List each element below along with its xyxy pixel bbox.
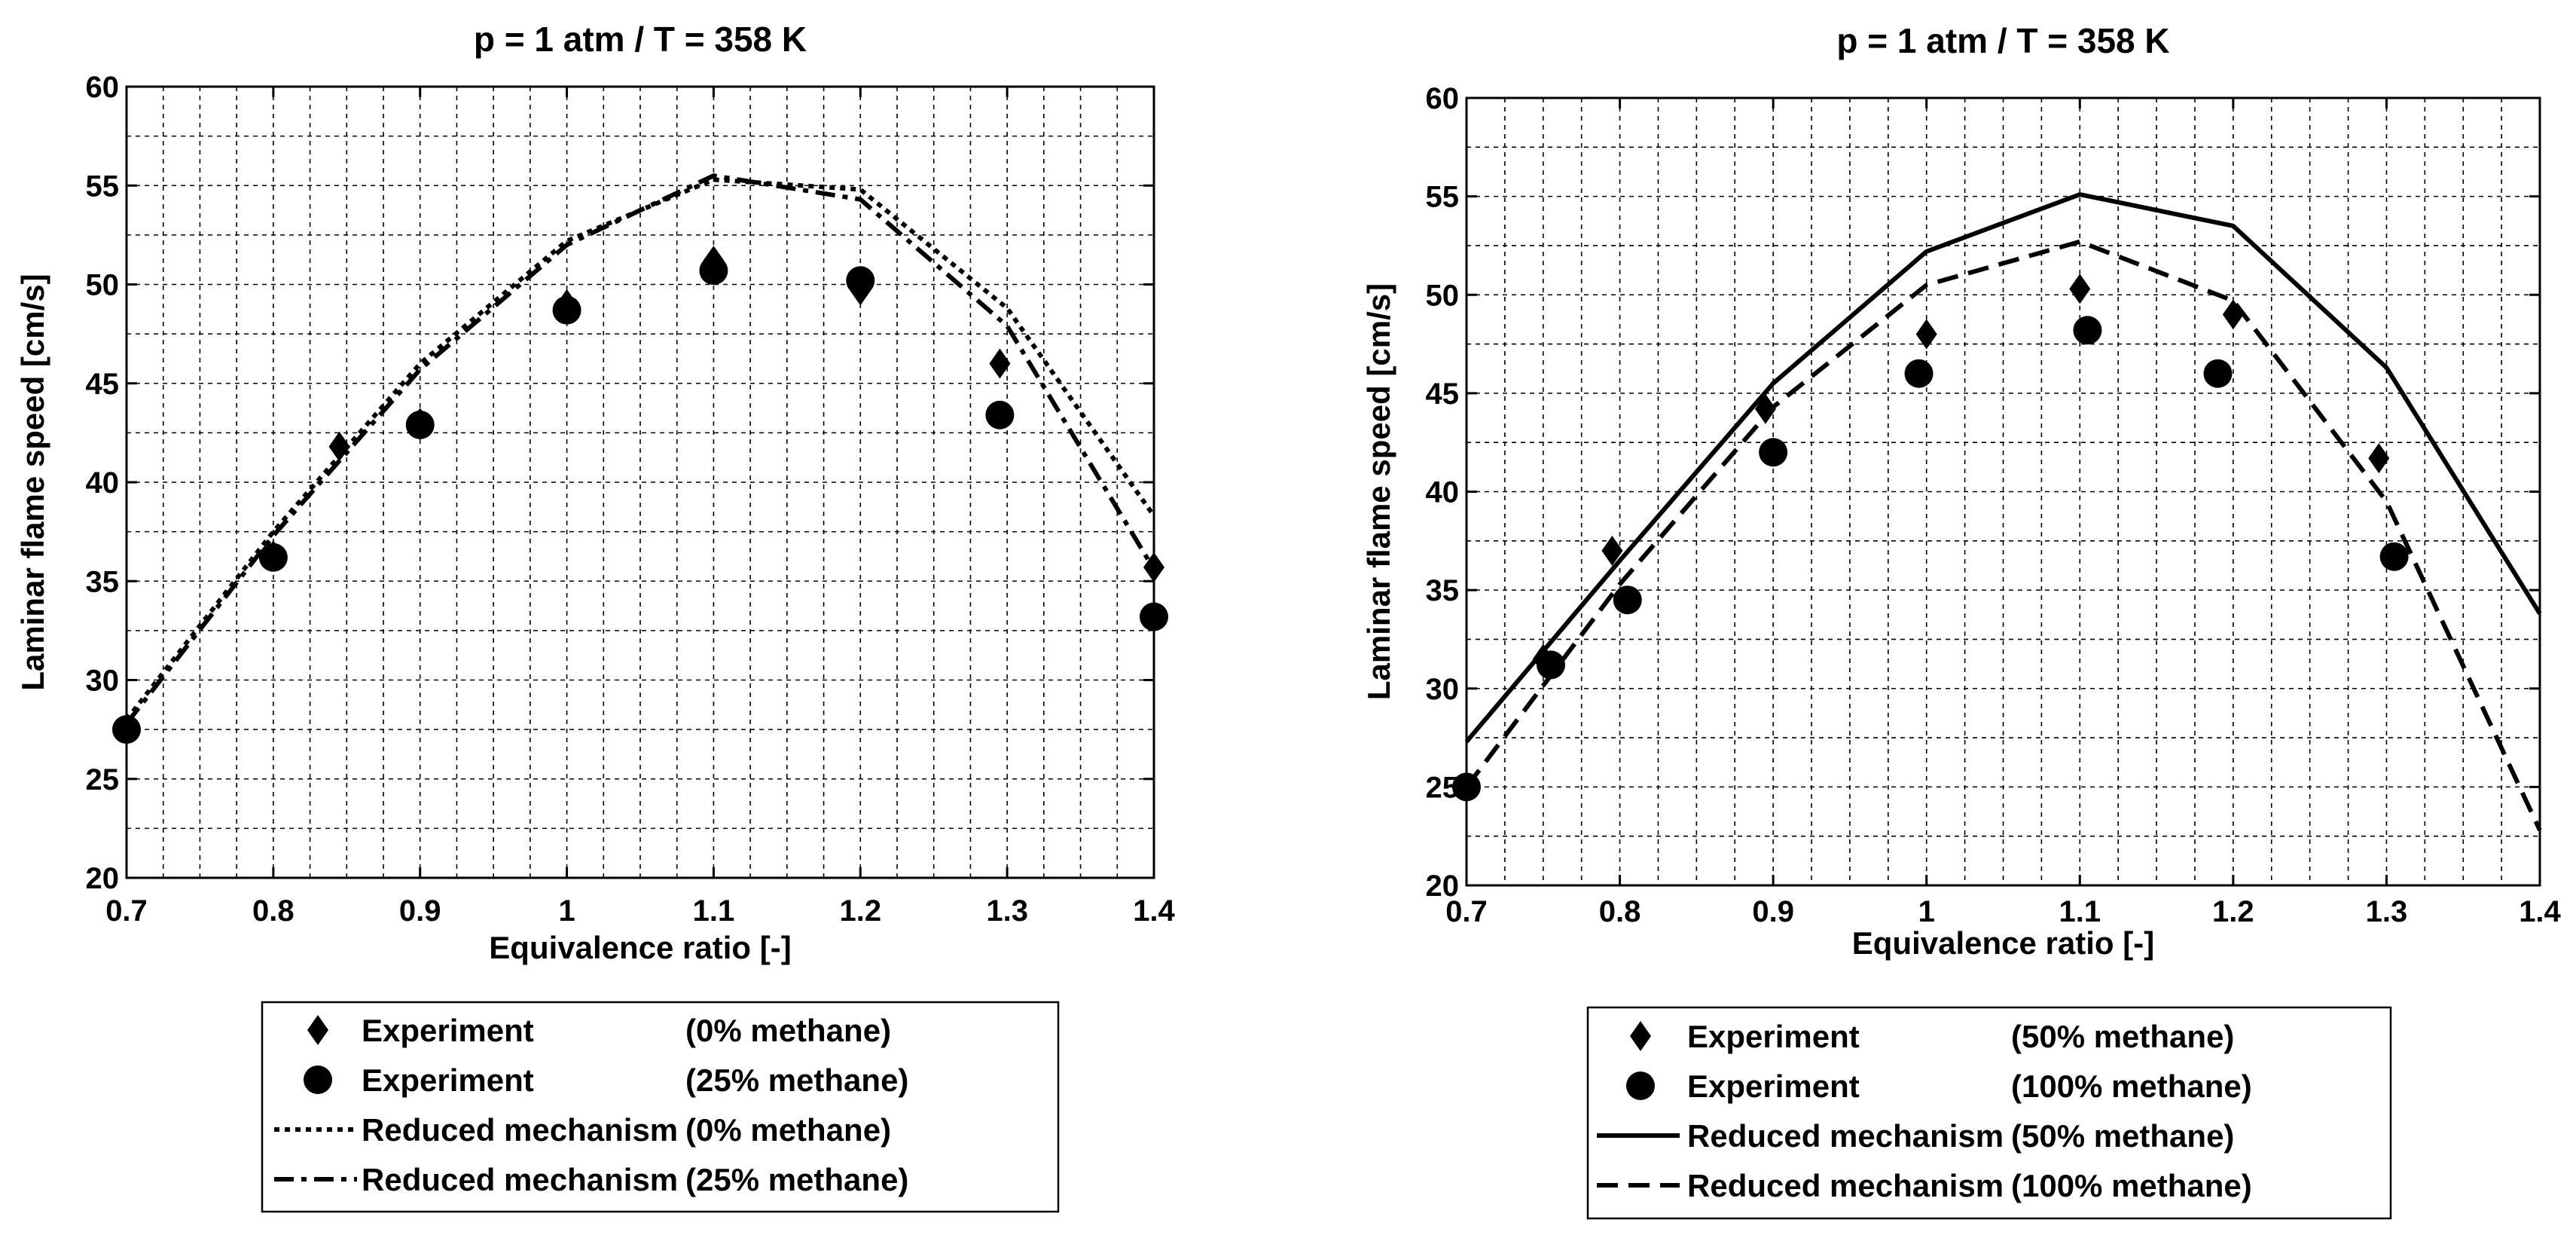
chart1-legend-diamond-icon <box>307 1015 328 1045</box>
chart1-title: p = 1 atm / T = 358 K <box>474 20 807 59</box>
chart1-series-1-circle-point <box>405 410 435 439</box>
chart1-legend-box <box>261 1001 1060 1213</box>
chart1-ytick-label: 40 <box>86 466 120 500</box>
chart2-series-0-diamond-point <box>2222 299 2244 330</box>
chart2-xtick-label: 0.8 <box>1599 895 1641 928</box>
chart1-xlabel: Equivalence ratio [-] <box>489 930 791 965</box>
chart1-ylabel: Laminar flame speed [cm/s] <box>15 274 50 690</box>
chart2-ytick-label: 60 <box>1426 82 1460 115</box>
chart1-legend-name: Reduced mechanism <box>362 1112 678 1148</box>
chart1-ytick-label: 25 <box>86 763 120 796</box>
chart2-series-2-line <box>1464 192 2542 744</box>
chart2-legend-composition: (100% methane) <box>2011 1168 2252 1203</box>
chart1-legend-composition: (0% methane) <box>685 1013 891 1048</box>
chart2-ytick-label: 35 <box>1426 574 1460 607</box>
chart2-legend-composition: (50% methane) <box>2011 1118 2234 1154</box>
chart2-series-0-diamond-point <box>1915 319 1937 350</box>
chart1-series-0-diamond-point <box>1143 552 1164 582</box>
chart1-xtick-label: 1 <box>558 894 575 928</box>
chart2-legend-name: Experiment <box>1687 1068 1860 1104</box>
chart2-xtick-label: 1.4 <box>2519 895 2561 928</box>
chart2-series-3-line <box>1464 239 2542 832</box>
chart2-series-1-circle-point <box>2073 316 2102 345</box>
chart1-legend-circle-icon <box>304 1065 332 1094</box>
chart1-legend-name: Reduced mechanism <box>362 1162 678 1197</box>
chart2-series-0-diamond-point <box>2368 443 2390 474</box>
chart1-series-1-circle-point <box>258 543 288 572</box>
chart1-ytick-label: 60 <box>86 71 120 104</box>
chart1-xtick-label: 1.3 <box>986 894 1028 928</box>
chart1-legend-composition: (25% methane) <box>685 1062 908 1098</box>
chart1-xtick-label: 1.1 <box>693 894 735 928</box>
chart2-series-1-circle-point <box>1613 585 1642 615</box>
chart2-xtick-label: 0.7 <box>1445 895 1488 928</box>
chart2-ytick-label: 40 <box>1426 476 1460 509</box>
chart1-xtick-label: 0.8 <box>252 894 295 928</box>
chart2-legend: Experiment (50% methane) Experiment (100% m… <box>1586 1006 2392 1220</box>
chart2-legend-diamond-icon <box>1630 1021 1651 1051</box>
chart1-xtick-label: 0.7 <box>105 894 148 928</box>
chart2-xtick-label: 1.1 <box>2059 895 2101 928</box>
chart2-legend-box <box>1586 1006 2392 1220</box>
chart1: 0.7 0.8 0.9 1 1.1 1.2 1.3 1.4 20 25 30 35 40 45 50 55 60… <box>15 20 1176 1213</box>
chart1-xtick-label: 1.2 <box>839 894 881 928</box>
chart2-legend-name: Reduced mechanism <box>1687 1168 2004 1203</box>
chart1-ytick-label: 50 <box>86 269 120 302</box>
chart1-series-1-circle-point <box>112 715 141 744</box>
chart1-series-1-circle-point <box>985 400 1015 429</box>
chart2-series-1-circle-point <box>1904 359 1934 388</box>
chart1-series-3-line <box>124 173 1156 726</box>
chart1-legend-name: Experiment <box>362 1062 534 1098</box>
chart2-series-1-circle-point <box>1452 772 1481 802</box>
chart1-series-1-circle-point <box>699 256 728 286</box>
chart2-xtick-label: 1.2 <box>2212 895 2254 928</box>
chart1-legend-composition: (25% methane) <box>685 1162 908 1197</box>
chart2-ytick-label: 45 <box>1426 378 1460 411</box>
chart2-ylabel: Laminar flame speed [cm/s] <box>1361 283 1396 700</box>
chart2-legend-name: Reduced mechanism <box>1687 1118 2004 1154</box>
chart2-xlabel: Equivalence ratio [-] <box>1852 925 2154 961</box>
chart2-series-1-circle-point <box>2203 359 2233 388</box>
chart2-xtick-label: 1.3 <box>2366 895 2408 928</box>
chart2-series-0-diamond-point <box>1754 393 1776 424</box>
chart1-xtick-label: 0.9 <box>399 894 441 928</box>
chart1-ytick-label: 55 <box>86 170 120 203</box>
chart2-series-1-circle-point <box>1759 438 1788 467</box>
chart1-series-1-circle-point <box>846 266 875 295</box>
chart1-ytick-label: 45 <box>86 368 120 401</box>
chart2-ytick-label: 20 <box>1426 870 1460 903</box>
chart1-ytick-label: 30 <box>86 665 120 698</box>
chart2-title: p = 1 atm / T = 358 K <box>1836 21 2169 60</box>
chart2-xtick-label: 0.9 <box>1752 895 1794 928</box>
chart1-series-0-diamond-point <box>328 431 350 462</box>
chart1-legend-name: Experiment <box>362 1013 534 1048</box>
chart2-series-1-circle-point <box>2379 542 2409 571</box>
chart1-grid <box>126 86 1155 879</box>
chart2-legend-name: Experiment <box>1687 1019 1860 1054</box>
chart2-ytick-label: 50 <box>1426 279 1460 312</box>
chart1-ytick-label: 35 <box>86 565 120 598</box>
chart1-series <box>112 173 1168 745</box>
chart2-legend-composition: (50% methane) <box>2011 1019 2234 1054</box>
chart1-ytick-label: 20 <box>86 862 120 895</box>
chart2-legend-circle-icon <box>1626 1071 1655 1100</box>
chart2-ytick-label: 30 <box>1426 673 1460 706</box>
chart1-series-0-diamond-point <box>989 348 1011 379</box>
chart1-series-1-circle-point <box>1140 602 1168 631</box>
chart2-series-0-diamond-point <box>2069 274 2091 304</box>
chart2-series-0-diamond-point <box>1601 535 1623 566</box>
chart2-series <box>1452 192 2542 832</box>
chart1-series-1-circle-point <box>552 295 581 325</box>
chart2-series-1-circle-point <box>1536 650 1565 680</box>
chart1-legend: Experiment (0% methane) Experiment (25% met… <box>261 1001 1060 1213</box>
chart2-xtick-label: 1 <box>1918 895 1935 928</box>
chart1-legend-composition: (0% methane) <box>685 1112 891 1148</box>
chart2-legend-composition: (100% methane) <box>2011 1068 2252 1104</box>
chart2: 0.7 0.8 0.9 1 1.1 1.2 1.3 1.4202530354045505560… <box>1361 21 2562 1220</box>
chart1-xtick-label: 1.4 <box>1133 894 1175 928</box>
chart2-ytick-label: 55 <box>1426 181 1460 214</box>
